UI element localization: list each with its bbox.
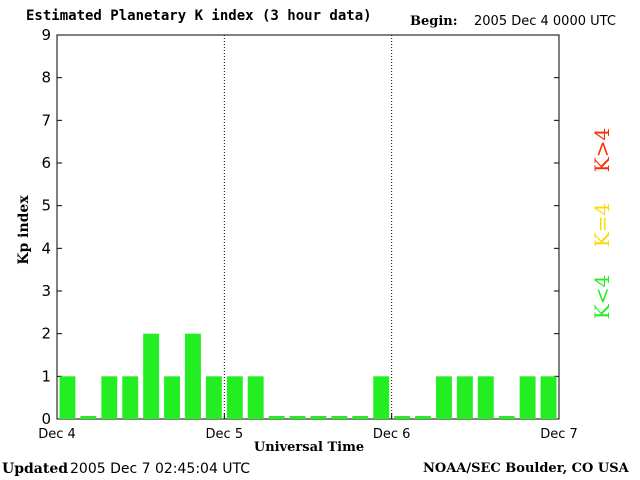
kp-bar [540, 376, 557, 419]
y-tick-label: 6 [41, 154, 51, 172]
y-tick-label: 0 [41, 410, 51, 428]
legend-mid: K=4 [590, 202, 614, 248]
kp-bar [477, 376, 494, 419]
y-tick-label: 7 [41, 111, 51, 129]
plot-frame [56, 34, 560, 420]
y-axis-label: Kp index [16, 195, 32, 265]
begin-label: Begin: [410, 14, 458, 29]
y-tick-label: 9 [41, 26, 51, 44]
kp-bar [331, 416, 348, 419]
begin-value: 2005 Dec 4 0000 UTC [474, 14, 616, 29]
kp-bar [498, 416, 515, 419]
y-tick-label: 5 [41, 197, 51, 215]
kp-bar [80, 416, 97, 419]
kp-bar [101, 376, 118, 419]
kp-bar [373, 376, 390, 419]
kp-bar [394, 416, 411, 419]
kp-bar [205, 376, 222, 419]
updated-label: Updated [2, 461, 69, 477]
y-tick-label: 4 [41, 239, 51, 257]
x-tick-label: Dec 5 [206, 427, 244, 442]
y-tick-label: 1 [41, 367, 51, 385]
kp-bar [456, 376, 473, 419]
legend-high: K>4 [590, 127, 614, 173]
legend-low: K<4 [590, 274, 614, 320]
kp-bar [164, 376, 180, 419]
kp-bar [310, 416, 327, 419]
kp-bar [352, 416, 369, 419]
updated-value: 2005 Dec 7 02:45:04 UTC [70, 461, 251, 477]
x-axis-label: Universal Time [253, 440, 365, 455]
kp-bar [436, 376, 452, 419]
footer-org: NOAA/SEC Boulder, CO USA [423, 461, 629, 476]
kp-bar [268, 416, 285, 419]
y-tick-label: 8 [41, 69, 51, 87]
y-tick-label: 2 [41, 325, 51, 343]
kp-bar [415, 416, 431, 419]
kp-bar [289, 416, 306, 419]
kp-bar [519, 376, 536, 419]
x-tick-label: Dec 6 [373, 427, 411, 442]
x-tick-label: Dec 7 [540, 427, 578, 442]
kp-bar [226, 376, 243, 419]
kp-bar [185, 333, 201, 419]
kp-bar [247, 376, 264, 419]
chart-title: Estimated Planetary K index (3 hour data… [26, 8, 372, 24]
x-tick-label: Dec 4 [38, 427, 76, 442]
y-tick-label: 3 [41, 282, 51, 300]
kp-bar [143, 333, 160, 419]
kp-bar [59, 376, 76, 419]
kp-bar [122, 376, 139, 419]
